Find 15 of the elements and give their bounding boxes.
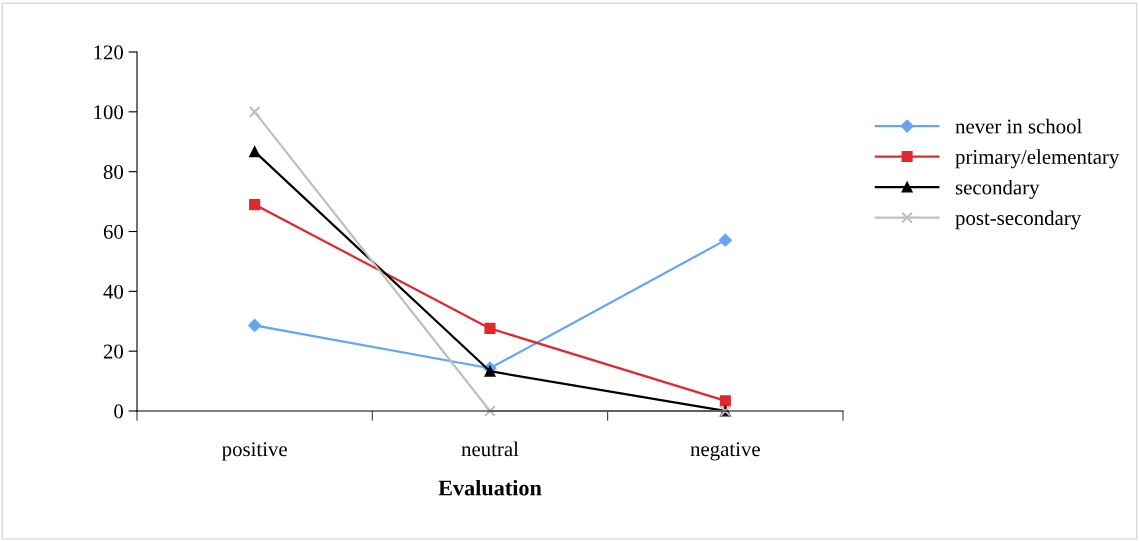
legend-label: post-secondary	[955, 210, 1082, 230]
legend-label: secondary	[955, 179, 1040, 199]
y-tick-label: 20	[103, 344, 124, 359]
y-tick-label: 100	[94, 105, 124, 120]
x-tick-label: neutral	[461, 441, 519, 457]
x-tick-label: negative	[690, 442, 760, 461]
y-tick-label: 0	[114, 404, 124, 419]
y-tick-label: 60	[103, 224, 124, 239]
legend-label: primary/elementary	[955, 149, 1120, 169]
y-tick-label: 120	[94, 45, 124, 60]
y-tick-label: 80	[103, 165, 124, 180]
x-axis-title: Evaluation	[438, 479, 542, 496]
y-tick-label: 40	[103, 284, 124, 299]
legend-label: never in school	[955, 118, 1082, 134]
x-tick-label: positive	[222, 442, 287, 461]
